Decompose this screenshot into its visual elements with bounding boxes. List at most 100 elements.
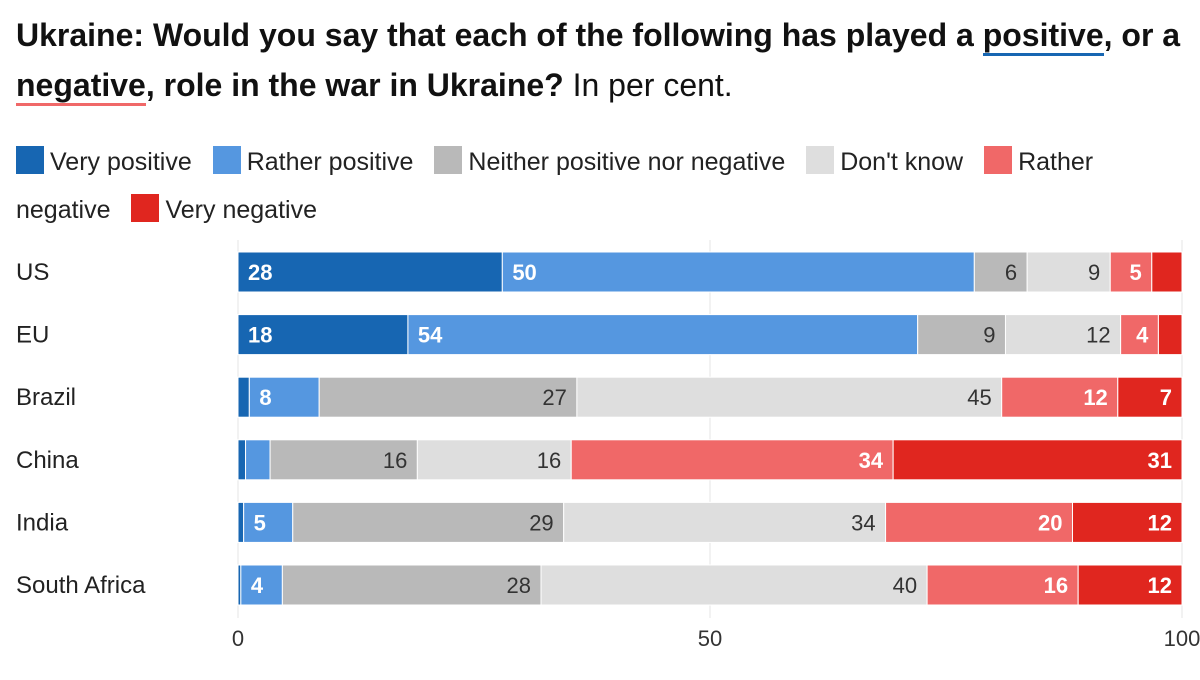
bar-eu-don-t-know <box>1004 314 1122 356</box>
x-tick-label-2: 100 <box>1164 626 1200 651</box>
category-label-india: India <box>16 509 69 536</box>
data-label-eu-don-t-know: 12 <box>1086 323 1110 348</box>
bar-brazil-very-negative <box>1117 376 1183 418</box>
legend-swatch-very-negative <box>131 194 160 222</box>
data-label-south-africa-rather-positive: 4 <box>251 573 264 598</box>
legend-label-rather-negative: Rather negative <box>16 148 1094 224</box>
bar-china-don-t-know <box>416 439 572 481</box>
category-label-us: US <box>16 259 49 286</box>
bar-south-africa-don-t-know <box>540 564 928 606</box>
data-label-us-don-t-know: 9 <box>1088 260 1100 285</box>
legend-item-neither: Neither positive nor negative <box>434 146 786 176</box>
legend-item-rather-positive: Rather positive <box>212 146 414 176</box>
bar-us-neither-positive-nor-negative <box>973 251 1028 293</box>
bar-eu-neither-positive-nor-negative <box>917 314 1006 356</box>
bar-china-rather-positive <box>245 439 271 481</box>
category-label-brazil: Brazil <box>16 384 76 411</box>
legend-swatch-rather-negative <box>984 146 1013 174</box>
title-positive-word: positive <box>982 17 1104 56</box>
data-label-south-africa-don-t-know: 40 <box>893 573 917 598</box>
bar-south-africa-neither-positive-nor-negative <box>281 564 542 606</box>
data-label-eu-neither-positive-nor-negative: 9 <box>983 323 995 348</box>
bar-us-rather-negative <box>1109 251 1153 293</box>
bar-us-very-negative <box>1151 251 1183 293</box>
bar-brazil-neither-positive-nor-negative <box>318 376 578 418</box>
x-tick-label-0: 0 <box>232 626 244 651</box>
chart-title: Ukraine: Would you say that each of the … <box>16 10 1186 110</box>
bar-south-africa-very-negative <box>1077 564 1183 606</box>
data-label-us-rather-positive: 50 <box>512 260 536 285</box>
category-label-china: China <box>16 447 79 474</box>
title-part-2: , or a <box>1103 17 1181 53</box>
legend: Very positive Rather positive Neither po… <box>16 138 1186 234</box>
legend-swatch-very-positive <box>16 146 44 174</box>
data-label-china-neither-positive-nor-negative: 16 <box>383 448 407 473</box>
bar-china-very-negative <box>892 439 1183 481</box>
bar-brazil-very-positive <box>237 376 250 418</box>
bar-eu-very-negative <box>1157 314 1183 356</box>
bar-us-very-positive <box>237 251 503 293</box>
data-label-china-rather-negative: 34 <box>859 448 884 473</box>
legend-label-dont-know: Don't know <box>840 148 964 176</box>
data-label-brazil-don-t-know: 45 <box>967 385 991 410</box>
title-negative-word: negative <box>16 67 146 106</box>
title-unit: In per cent. <box>563 67 733 103</box>
data-label-brazil-neither-positive-nor-negative: 27 <box>542 385 566 410</box>
data-label-china-don-t-know: 16 <box>537 448 561 473</box>
bar-india-neither-positive-nor-negative <box>292 501 565 543</box>
legend-swatch-dont-know <box>806 146 835 174</box>
legend-item-dont-know: Don't know <box>806 146 964 176</box>
bar-india-very-positive <box>237 501 245 543</box>
legend-label-rather-positive: Rather positive <box>246 148 414 176</box>
legend-label-neither: Neither positive nor negative <box>468 148 786 176</box>
data-label-india-rather-positive: 5 <box>254 510 266 535</box>
bar-eu-very-positive <box>237 314 409 356</box>
bar-south-africa-rather-negative <box>926 564 1079 606</box>
bar-india-rather-negative <box>885 501 1073 543</box>
data-label-india-rather-negative: 20 <box>1038 510 1062 535</box>
bar-eu-rather-positive <box>407 314 919 356</box>
bar-us-don-t-know <box>1026 251 1111 293</box>
data-label-eu-rather-negative: 4 <box>1136 323 1149 348</box>
legend-item-rather-negative: Rather negative <box>16 146 1094 224</box>
data-label-us-neither-positive-nor-negative: 6 <box>1005 260 1017 285</box>
data-label-india-very-negative: 12 <box>1148 510 1172 535</box>
data-label-india-don-t-know: 34 <box>851 510 875 535</box>
legend-swatch-neither <box>434 146 463 174</box>
category-label-eu: EU <box>16 322 49 349</box>
data-label-south-africa-very-negative: 12 <box>1148 573 1172 598</box>
data-label-eu-very-positive: 18 <box>248 323 272 348</box>
data-label-us-rather-negative: 5 <box>1130 260 1142 285</box>
bar-india-rather-positive <box>243 501 294 543</box>
bar-south-africa-rather-positive <box>240 564 283 606</box>
legend-label-very-negative: Very negative <box>165 196 317 224</box>
bar-brazil-rather-positive <box>248 376 320 418</box>
bar-china-very-positive <box>237 439 247 481</box>
bar-brazil-rather-negative <box>1001 376 1119 418</box>
bar-india-don-t-know <box>563 501 887 543</box>
data-label-china-very-negative: 31 <box>1148 448 1172 473</box>
data-label-brazil-very-negative: 7 <box>1160 385 1172 410</box>
x-tick-label-1: 50 <box>698 626 722 651</box>
bar-brazil-don-t-know <box>576 376 1003 418</box>
bar-india-very-negative <box>1071 501 1183 543</box>
legend-label-very-positive: Very positive <box>50 148 192 176</box>
legend-item-very-positive: Very positive <box>16 146 192 176</box>
data-label-brazil-rather-positive: 8 <box>259 385 271 410</box>
bar-china-neither-positive-nor-negative <box>269 439 418 481</box>
title-part-1: Ukraine: Would you say that each of the … <box>16 17 983 53</box>
data-label-south-africa-neither-positive-nor-negative: 28 <box>507 573 531 598</box>
title-part-3: , role in the war in Ukraine? <box>145 67 564 103</box>
data-label-south-africa-rather-negative: 16 <box>1044 573 1068 598</box>
data-label-brazil-rather-negative: 12 <box>1083 385 1107 410</box>
legend-item-very-negative: Very negative <box>131 194 317 224</box>
bar-china-rather-negative <box>570 439 894 481</box>
bar-us-rather-positive <box>501 251 975 293</box>
legend-swatch-rather-positive <box>212 146 241 174</box>
data-label-eu-rather-positive: 54 <box>418 323 443 348</box>
bar-eu-rather-negative <box>1120 314 1159 356</box>
category-label-south-africa: South Africa <box>16 572 146 599</box>
data-label-india-neither-positive-nor-negative: 29 <box>529 510 553 535</box>
data-label-us-very-positive: 28 <box>248 260 272 285</box>
